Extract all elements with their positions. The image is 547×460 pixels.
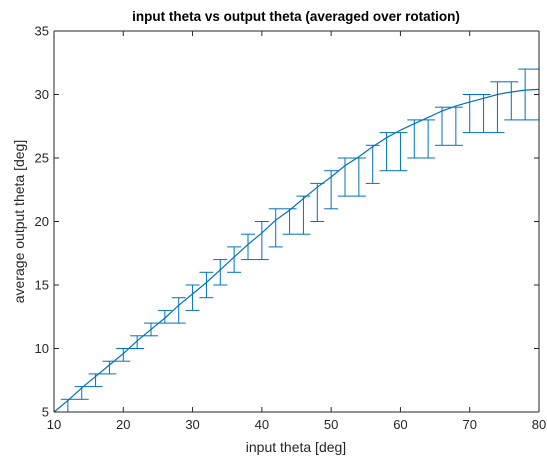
series-line — [53, 88, 540, 413]
x-tick-label: 80 — [532, 417, 546, 432]
y-tick-label: 15 — [35, 278, 49, 293]
x-tick-label: 30 — [185, 417, 199, 432]
x-tick-label: 10 — [47, 417, 61, 432]
y-tick-label: 30 — [35, 87, 49, 102]
series-layer — [53, 68, 540, 413]
y-tick-label: 10 — [35, 341, 49, 356]
x-tick-label: 40 — [255, 417, 269, 432]
x-axis-label: input theta [deg] — [246, 439, 346, 455]
y-tick-label: 5 — [42, 405, 49, 420]
x-tick-label: 20 — [116, 417, 130, 432]
y-tick-label: 20 — [35, 214, 49, 229]
x-tick-label: 70 — [462, 417, 476, 432]
x-tick-label: 50 — [324, 417, 338, 432]
y-tick-label: 25 — [35, 151, 49, 166]
y-axis-label: average output theta [deg] — [11, 140, 27, 303]
plot-area — [54, 31, 539, 412]
chart-title: input theta vs output theta (averaged ov… — [132, 9, 460, 24]
y-tick-label: 35 — [35, 24, 49, 39]
x-tick-label: 60 — [393, 417, 407, 432]
